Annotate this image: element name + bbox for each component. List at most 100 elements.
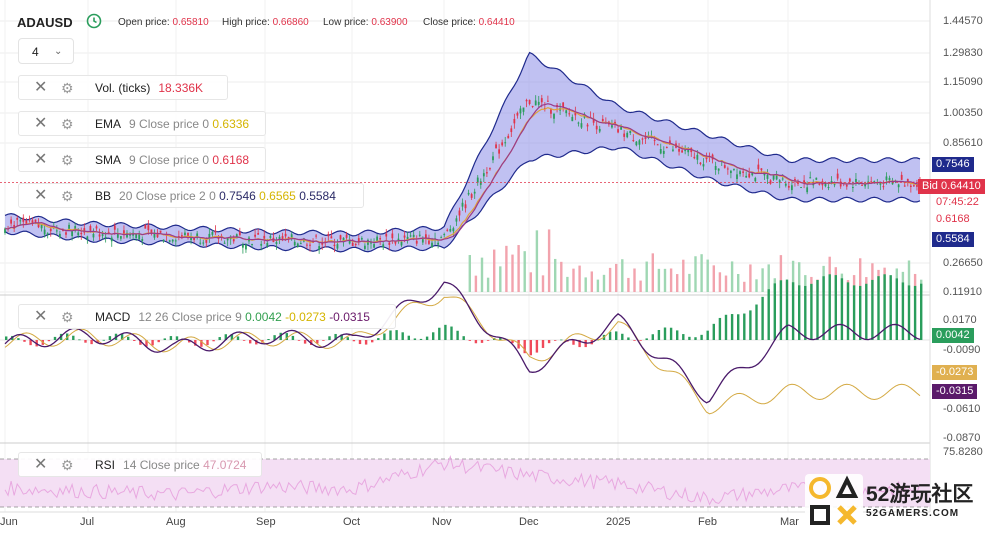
- candle-body: [845, 184, 848, 187]
- macd-histogram-bar: [218, 337, 221, 340]
- legend-rsi: ✕ ⚙ RSI 14 Close price 47.0724: [18, 452, 262, 477]
- candle-body: [754, 177, 757, 182]
- macd-signal-line: [4, 296, 921, 415]
- interval-select[interactable]: 4 ⌄: [18, 38, 74, 64]
- candle-body: [77, 232, 80, 236]
- candle-body: [870, 181, 873, 183]
- candle-body: [598, 128, 601, 132]
- close-icon[interactable]: ✕: [34, 115, 48, 132]
- macd-histogram-bar: [236, 336, 240, 340]
- macd-histogram-bar: [285, 333, 288, 340]
- candle-body: [717, 168, 720, 171]
- macd-tick-label: -0.0870: [943, 432, 981, 444]
- candle-body: [232, 239, 235, 242]
- candle-body: [513, 118, 516, 124]
- candle-body: [147, 225, 150, 231]
- sma-line: [4, 103, 921, 244]
- volume-bar: [700, 254, 703, 292]
- candle-body: [827, 187, 830, 189]
- clock-icon[interactable]: [86, 13, 102, 29]
- close-icon[interactable]: ✕: [34, 79, 48, 96]
- close-icon[interactable]: ✕: [34, 151, 48, 168]
- macd-histogram-bar: [645, 338, 648, 340]
- price-tick-label: 0.11910: [943, 286, 982, 298]
- candle-body: [678, 148, 680, 152]
- gear-icon[interactable]: ⚙: [61, 188, 74, 204]
- time-tick-label: Feb: [698, 516, 717, 528]
- macd-histogram-bar: [175, 336, 179, 340]
- gear-icon[interactable]: ⚙: [61, 309, 74, 325]
- macd-histogram-bar: [230, 334, 234, 340]
- volume-bar: [859, 258, 862, 292]
- candle-body: [278, 236, 281, 240]
- time-tick-label: Sep: [256, 516, 276, 528]
- macd-histogram-bar: [828, 274, 831, 340]
- macd-histogram-bar: [907, 285, 911, 340]
- candle-body: [49, 228, 52, 232]
- low-price: Low price: 0.63900: [323, 17, 408, 28]
- candle-body: [495, 144, 497, 149]
- macd-histogram-bar: [206, 340, 209, 346]
- gear-icon[interactable]: ⚙: [61, 457, 74, 473]
- macd-histogram-bar: [371, 340, 374, 343]
- candle-body: [864, 183, 866, 187]
- macd-histogram-bar: [194, 340, 197, 346]
- candle-body: [888, 177, 891, 181]
- volume-bar: [554, 258, 557, 292]
- macd-histogram-bar: [688, 336, 691, 340]
- macd-histogram-bar: [615, 331, 618, 340]
- gear-icon[interactable]: ⚙: [61, 152, 74, 168]
- candle-body: [394, 240, 397, 244]
- macd-histogram-bar: [456, 330, 459, 340]
- close-icon[interactable]: ✕: [34, 187, 48, 204]
- candle-body: [769, 180, 772, 184]
- candle-body: [504, 142, 507, 144]
- macd-histogram-bar: [224, 334, 227, 340]
- candle-body: [120, 236, 122, 239]
- macd-histogram-bar: [78, 339, 81, 341]
- close-icon[interactable]: ✕: [34, 308, 48, 325]
- macd-histogram-bar: [743, 313, 746, 340]
- volume-bar: [621, 259, 624, 292]
- candle-body: [623, 133, 626, 137]
- candle-body: [376, 236, 378, 241]
- macd-histogram-bar: [5, 336, 8, 340]
- candle-body: [467, 192, 470, 195]
- candle-body: [174, 240, 177, 242]
- macd-histogram-bar: [242, 340, 246, 341]
- macd-histogram-bar: [529, 340, 532, 356]
- macd-histogram-bar: [291, 335, 295, 340]
- gear-icon[interactable]: ⚙: [61, 80, 74, 96]
- volume-bar: [517, 245, 520, 292]
- candle-body: [519, 108, 522, 114]
- candle-body: [574, 112, 577, 116]
- close-icon[interactable]: ✕: [34, 456, 48, 473]
- candle-body: [437, 242, 439, 245]
- volume-bar: [639, 280, 642, 292]
- candle-body: [391, 233, 394, 239]
- candle-body: [473, 191, 476, 194]
- macd-histogram-bar: [816, 280, 819, 340]
- candle-body: [367, 239, 369, 245]
- volume-bar: [657, 268, 661, 292]
- candle-body: [13, 224, 16, 229]
- macd-histogram-bar: [84, 340, 87, 343]
- candle-body: [211, 232, 214, 235]
- gear-icon[interactable]: ⚙: [61, 116, 74, 132]
- candle-body: [699, 162, 702, 165]
- candle-body: [296, 243, 299, 247]
- macd-tick-label: 0.0170: [943, 314, 977, 326]
- macd-histogram-bar: [834, 275, 837, 340]
- candle-body: [83, 228, 86, 233]
- candle-body: [412, 234, 415, 237]
- candle-body: [757, 164, 760, 170]
- macd-histogram-bar: [657, 329, 661, 340]
- volume-bar: [718, 272, 722, 292]
- candle-body: [181, 235, 183, 238]
- candle-body: [458, 210, 461, 216]
- macd-histogram-bar: [852, 285, 856, 340]
- macd-histogram-bar: [499, 337, 502, 340]
- candle-body: [772, 175, 775, 180]
- macd-histogram-bar: [773, 283, 776, 340]
- bid-price-tag: Bid 0.64410: [918, 179, 985, 194]
